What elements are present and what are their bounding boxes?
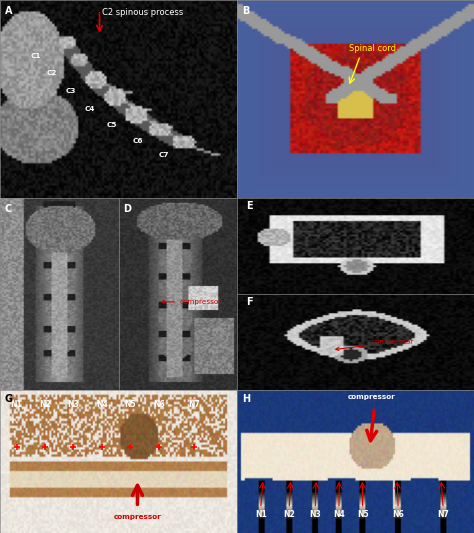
Text: N6: N6 xyxy=(153,400,164,409)
Text: C: C xyxy=(5,204,12,214)
Text: compressor: compressor xyxy=(336,339,414,350)
Text: compressor: compressor xyxy=(348,394,396,400)
Text: C5: C5 xyxy=(106,122,117,128)
Text: N4: N4 xyxy=(96,400,108,409)
Text: N7: N7 xyxy=(437,510,449,519)
Text: B: B xyxy=(242,6,249,16)
Text: N5: N5 xyxy=(357,510,368,519)
Text: N5: N5 xyxy=(125,400,136,409)
Text: Spinal cord: Spinal cord xyxy=(348,44,396,53)
Text: N2: N2 xyxy=(283,510,295,519)
Text: C1: C1 xyxy=(30,53,41,59)
Text: C2 spinous process: C2 spinous process xyxy=(101,8,183,17)
Text: C3: C3 xyxy=(66,88,76,94)
Text: N1: N1 xyxy=(11,400,22,409)
Text: C4: C4 xyxy=(85,106,95,112)
Text: N1: N1 xyxy=(255,510,266,519)
Text: compressor: compressor xyxy=(114,514,161,520)
Text: C6: C6 xyxy=(132,138,143,144)
Text: D: D xyxy=(123,204,131,214)
Text: N4: N4 xyxy=(333,510,345,519)
Text: C7: C7 xyxy=(158,152,169,158)
Text: E: E xyxy=(246,201,253,211)
Text: compressor: compressor xyxy=(162,299,222,305)
Text: N3: N3 xyxy=(68,400,79,409)
Text: N6: N6 xyxy=(392,510,404,519)
Text: A: A xyxy=(5,6,12,16)
Text: N3: N3 xyxy=(310,510,321,519)
Text: G: G xyxy=(5,394,13,405)
Text: N7: N7 xyxy=(188,400,201,409)
Text: N2: N2 xyxy=(39,400,51,409)
Text: F: F xyxy=(246,297,253,307)
Text: C2: C2 xyxy=(47,70,57,76)
Text: H: H xyxy=(242,394,250,405)
